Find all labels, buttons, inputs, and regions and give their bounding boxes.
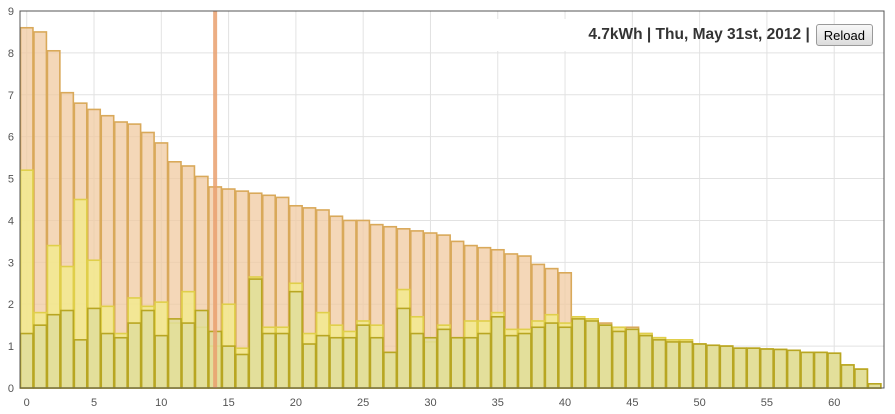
bar[interactable] xyxy=(840,364,855,389)
y-tick-label: 0 xyxy=(8,383,14,395)
bar[interactable] xyxy=(33,324,48,389)
bar[interactable] xyxy=(396,307,411,389)
blank-panel xyxy=(496,19,587,51)
bar[interactable] xyxy=(490,315,505,389)
bar[interactable] xyxy=(544,322,559,389)
bar[interactable] xyxy=(625,328,640,389)
y-tick-label: 3 xyxy=(8,257,14,269)
bar[interactable] xyxy=(356,324,371,389)
y-axis-tick-labels: 0 1 2 3 4 5 6 7 8 9 xyxy=(8,6,14,395)
bar[interactable] xyxy=(113,336,128,389)
bar[interactable] xyxy=(369,336,384,389)
bar[interactable] xyxy=(706,344,721,389)
bar[interactable] xyxy=(288,290,303,389)
bar[interactable] xyxy=(329,336,344,389)
x-tick-label: 45 xyxy=(626,397,638,409)
bar[interactable] xyxy=(60,309,75,389)
y-tick-label: 6 xyxy=(8,132,14,144)
x-axis-tick-labels: 0 5 10 15 20 25 30 35 40 45 50 55 60 xyxy=(24,397,841,409)
bar-series xyxy=(19,26,882,389)
bar[interactable] xyxy=(477,332,492,389)
bar[interactable] xyxy=(315,334,330,389)
bar[interactable] xyxy=(759,348,774,389)
bar[interactable] xyxy=(248,278,263,389)
series-3 xyxy=(19,278,882,389)
x-tick-label: 55 xyxy=(761,397,773,409)
bar[interactable] xyxy=(19,332,34,389)
reload-button[interactable]: Reload xyxy=(815,24,873,46)
bar[interactable] xyxy=(127,322,142,389)
x-tick-label: 60 xyxy=(828,397,840,409)
bar[interactable] xyxy=(302,343,317,389)
y-tick-label: 2 xyxy=(8,299,14,311)
bar[interactable] xyxy=(692,343,707,389)
bar[interactable] xyxy=(584,320,599,389)
bar[interactable] xyxy=(383,351,398,389)
bar[interactable] xyxy=(813,351,828,389)
x-tick-label: 35 xyxy=(492,397,504,409)
x-tick-label: 0 xyxy=(24,397,30,409)
bar[interactable] xyxy=(275,332,290,389)
x-tick-label: 40 xyxy=(559,397,571,409)
status-text: 4.7kWh | Thu, May 31st, 2012 | xyxy=(588,26,810,43)
x-tick-label: 10 xyxy=(155,397,167,409)
bar[interactable] xyxy=(773,348,788,389)
bar[interactable] xyxy=(652,339,667,389)
bar[interactable] xyxy=(504,334,519,389)
y-tick-label: 9 xyxy=(8,6,14,18)
x-tick-label: 15 xyxy=(222,397,234,409)
chart-header: 4.7kWh | Thu, May 31st, 2012 | Reload xyxy=(496,19,873,51)
bar[interactable] xyxy=(409,332,425,389)
bar[interactable] xyxy=(261,332,277,389)
bar[interactable] xyxy=(86,307,102,389)
bar[interactable] xyxy=(194,309,209,389)
y-tick-label: 4 xyxy=(8,215,14,227)
plot-frame xyxy=(19,10,885,389)
y-tick-label: 5 xyxy=(8,174,14,186)
bar[interactable] xyxy=(531,326,546,389)
y-tick-label: 8 xyxy=(8,48,14,60)
bar[interactable] xyxy=(450,336,465,389)
bar[interactable] xyxy=(235,353,250,389)
bar[interactable] xyxy=(746,347,761,389)
bar[interactable] xyxy=(342,336,357,389)
bar[interactable] xyxy=(517,332,532,389)
bar[interactable] xyxy=(140,309,155,389)
bar[interactable] xyxy=(221,345,236,389)
bar[interactable] xyxy=(100,332,115,389)
bar[interactable] xyxy=(827,352,842,389)
bar[interactable] xyxy=(732,347,748,389)
bar[interactable] xyxy=(181,322,196,389)
bar[interactable] xyxy=(154,334,169,389)
bar[interactable] xyxy=(679,341,694,389)
y-tick-label: 1 xyxy=(8,341,14,353)
x-tick-label: 30 xyxy=(424,397,436,409)
bar[interactable] xyxy=(436,328,451,389)
y-tick-label: 7 xyxy=(8,90,14,102)
bar[interactable] xyxy=(800,351,815,389)
x-tick-label: 20 xyxy=(290,397,302,409)
bar[interactable] xyxy=(719,345,734,389)
bar[interactable] xyxy=(867,383,882,389)
bar[interactable] xyxy=(786,349,801,389)
x-tick-label: 5 xyxy=(91,397,97,409)
bar[interactable] xyxy=(73,339,88,389)
bar[interactable] xyxy=(638,334,653,389)
bar[interactable] xyxy=(854,368,869,389)
bar[interactable] xyxy=(463,336,478,389)
bar[interactable] xyxy=(598,324,613,389)
bar[interactable] xyxy=(423,336,438,389)
bar[interactable] xyxy=(665,341,680,389)
bar[interactable] xyxy=(167,318,182,389)
bar[interactable] xyxy=(558,326,573,389)
x-tick-label: 50 xyxy=(694,397,706,409)
x-tick-label: 25 xyxy=(357,397,369,409)
bar[interactable] xyxy=(571,318,586,389)
bar[interactable] xyxy=(611,330,626,389)
bar[interactable] xyxy=(46,313,61,389)
